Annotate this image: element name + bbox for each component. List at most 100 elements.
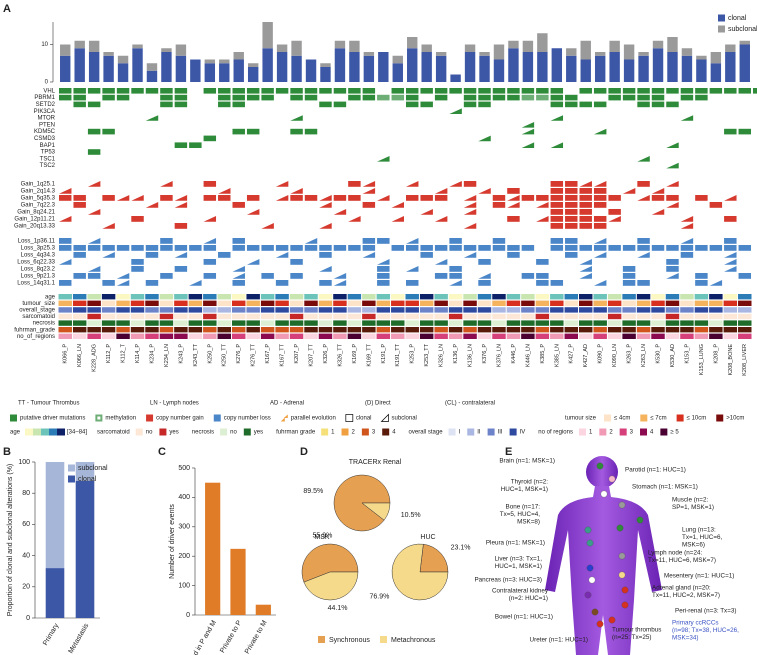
- cell-clonal: [406, 195, 419, 201]
- cell-clonal: [145, 245, 159, 251]
- cell-clonal: [232, 238, 245, 244]
- cell-clonal: [348, 181, 361, 187]
- legend-label: clonal: [78, 476, 97, 483]
- cell-clonal: [622, 245, 636, 251]
- sample-label: K276_TT: [251, 343, 257, 366]
- sample-label: K066_LN: [77, 344, 83, 367]
- cell-clonal: [116, 94, 130, 101]
- cell-clonal: [290, 88, 303, 94]
- cell-clonal: [478, 259, 491, 265]
- bar-segment: [493, 59, 505, 82]
- body-head: [586, 456, 618, 488]
- bar-segment: [204, 59, 216, 64]
- clinical-cell: [665, 307, 680, 313]
- sample-label: K112_P: [106, 344, 112, 363]
- legend-label: subclonal: [728, 26, 757, 33]
- clinical-cell: [492, 320, 506, 326]
- clinical-cell: [260, 320, 275, 326]
- clinical-cell: [651, 320, 665, 326]
- legend-gradient: [49, 428, 58, 436]
- row-label: sarcomatoid: [22, 314, 55, 320]
- row-label: PBRM1: [34, 95, 55, 101]
- cell-clonal: [738, 128, 751, 135]
- sample-label: K191_TT: [395, 343, 401, 366]
- y-tick-label: 40: [22, 552, 30, 559]
- legend-label: Metachronous: [391, 637, 436, 644]
- site-dot: [596, 620, 604, 628]
- cell-subclonal: [304, 238, 318, 244]
- cell-clonal: [87, 88, 101, 94]
- cell-subclonal: [145, 202, 159, 208]
- clinical-cell: [87, 307, 101, 313]
- bar-segment: [739, 40, 750, 45]
- panel-letter: A: [3, 3, 11, 15]
- cell-clonal: [362, 202, 376, 208]
- cell-clonal: [550, 101, 564, 108]
- cell-clonal: [695, 280, 708, 286]
- clinical-cell: [116, 327, 130, 333]
- cell-clonal: [579, 223, 592, 229]
- cell-clonal: [232, 280, 245, 286]
- clinical-cell: [665, 300, 680, 306]
- clinical-cell: [159, 300, 174, 306]
- clinical-cell: [405, 333, 419, 339]
- cell-subclonal: [246, 259, 260, 265]
- clinical-cell: [101, 313, 116, 320]
- clinical-cell: [680, 300, 694, 306]
- bar-segment: [117, 55, 129, 64]
- cell-subclonal: [102, 252, 115, 258]
- legend-swatch: [68, 464, 75, 472]
- cell-clonal: [87, 245, 101, 251]
- cell-clonal: [593, 101, 607, 108]
- site-label: Peri-renal (n=3: Tx=3): [675, 608, 736, 615]
- bar-segment: [219, 63, 230, 82]
- cell-clonal: [102, 195, 115, 201]
- clinical-cell: [130, 294, 145, 300]
- bar-segment: [262, 22, 273, 49]
- clinical-cell: [651, 307, 665, 313]
- cell-clonal: [59, 88, 72, 94]
- cell-clonal: [304, 94, 318, 101]
- clinical-cell: [448, 313, 463, 320]
- cell-subclonal: [507, 195, 520, 201]
- pie-slice: [419, 543, 449, 573]
- legend-label: ≤ 7cm: [650, 416, 666, 422]
- site-label: Tx=11, HUC=6, MSK=7): [648, 557, 716, 564]
- clinical-cell: [738, 327, 752, 333]
- clinical-cell: [318, 313, 333, 320]
- cell-subclonal: [261, 223, 274, 229]
- clinical-cell: [333, 320, 347, 326]
- cell-clonal: [73, 252, 86, 258]
- bar-segment: [320, 63, 331, 67]
- cell-clonal: [565, 188, 578, 194]
- cell-subclonal: [116, 280, 130, 286]
- clinical-cell: [448, 333, 463, 339]
- cell-clonal: [550, 280, 564, 286]
- site-dot: [584, 526, 592, 534]
- row-label: PIK3CA: [34, 109, 55, 115]
- cell-subclonal: [102, 223, 115, 229]
- cell-clonal: [261, 88, 274, 94]
- clinical-cell: [391, 307, 405, 313]
- cell-clonal: [738, 88, 751, 94]
- site-dot: [600, 490, 608, 498]
- clinical-cell: [405, 313, 419, 320]
- pie-title: MSK: [314, 534, 330, 541]
- cell-clonal: [637, 94, 650, 101]
- clinical-cell: [651, 333, 665, 339]
- y-tick-label: 200: [178, 553, 190, 560]
- cell-subclonal: [593, 252, 607, 258]
- cell-clonal: [680, 88, 694, 94]
- clinical-cell: [535, 300, 550, 306]
- clinical-cell: [232, 320, 246, 326]
- cell-clonal: [478, 88, 491, 94]
- legend-label: ≤ 4cm: [614, 416, 630, 422]
- bar-segment: [392, 55, 403, 64]
- cell-subclonal: [319, 195, 332, 201]
- clinical-cell: [506, 313, 521, 320]
- clinical-cell: [304, 294, 318, 300]
- cell-clonal: [521, 273, 535, 279]
- cell-clonal: [724, 128, 737, 135]
- clinical-cell: [203, 320, 217, 326]
